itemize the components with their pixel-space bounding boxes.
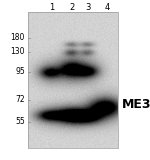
Text: 3: 3 bbox=[85, 4, 91, 12]
Text: 4: 4 bbox=[104, 4, 110, 12]
Text: ME3: ME3 bbox=[122, 99, 150, 112]
Text: 180: 180 bbox=[11, 33, 25, 43]
Text: 55: 55 bbox=[15, 117, 25, 127]
Bar bbox=[28, 12, 118, 148]
Text: 1: 1 bbox=[49, 4, 55, 12]
Text: 72: 72 bbox=[15, 96, 25, 104]
Text: 2: 2 bbox=[69, 4, 75, 12]
Text: 95: 95 bbox=[15, 68, 25, 76]
Text: 130: 130 bbox=[11, 48, 25, 56]
